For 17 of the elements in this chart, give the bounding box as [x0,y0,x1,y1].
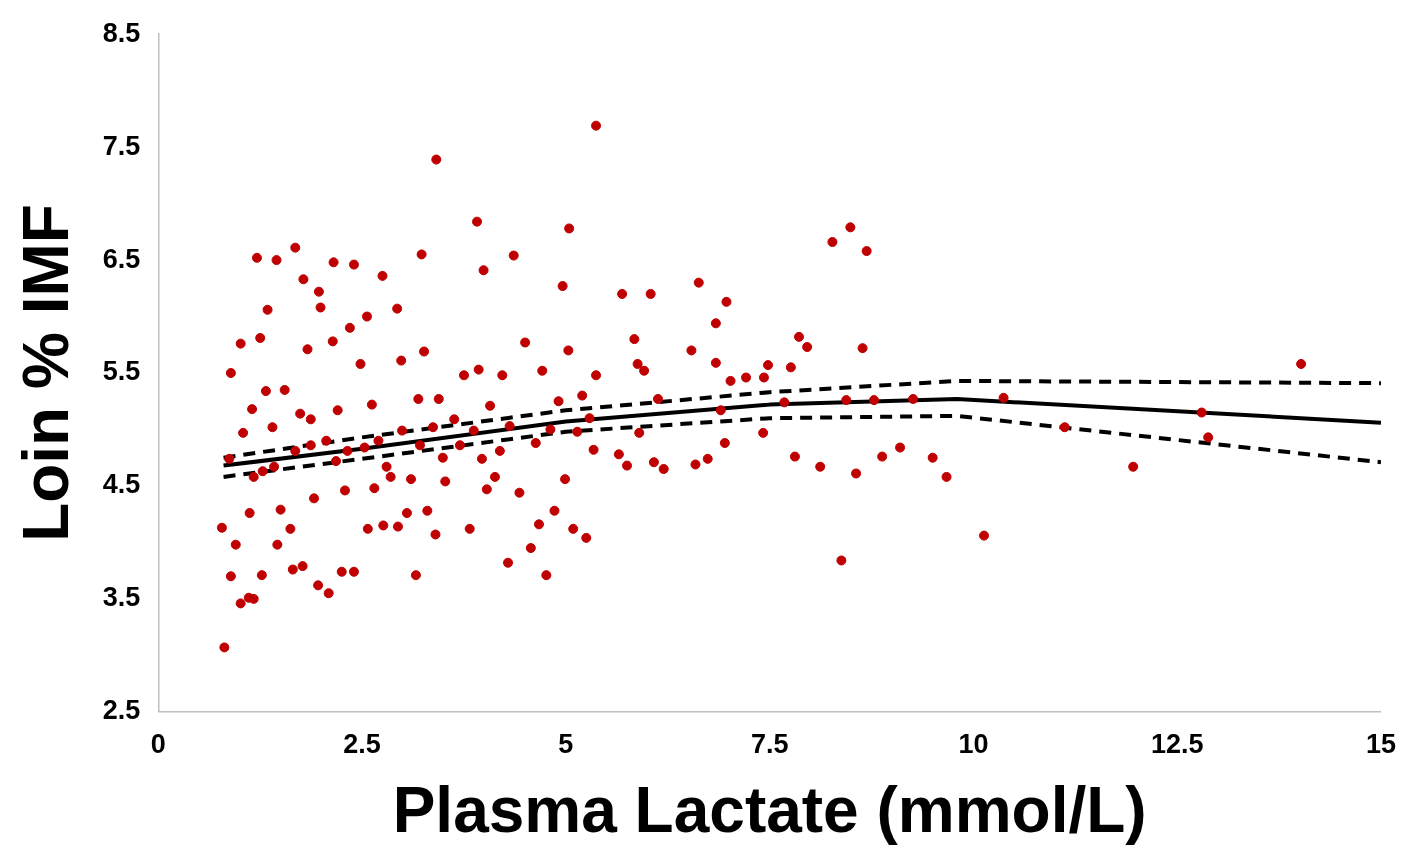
x-tick-label: 0 [150,729,166,760]
x-tick-label: 5 [558,729,574,760]
y-tick-label: 3.5 [102,582,141,613]
x-tick-label: 15 [1365,729,1397,760]
y-tick-label: 4.5 [102,469,141,500]
y-tick-label: 6.5 [102,243,141,274]
y-tick-label: 8.5 [102,17,141,48]
y-tick-label: 2.5 [102,695,141,726]
x-tick-label: 12.5 [1150,729,1204,760]
x-axis-title: Plasma Lactate (mmol/L) [392,774,1147,847]
line-series [221,413,1381,479]
y-tick-label: 7.5 [102,130,141,161]
x-tick-label: 2.5 [343,729,381,760]
y-axis-title: Loin % IMF [10,204,83,542]
x-tick-label: 7.5 [750,729,789,760]
x-tick-label: 10 [958,729,989,760]
y-tick-label: 5.5 [102,356,141,387]
